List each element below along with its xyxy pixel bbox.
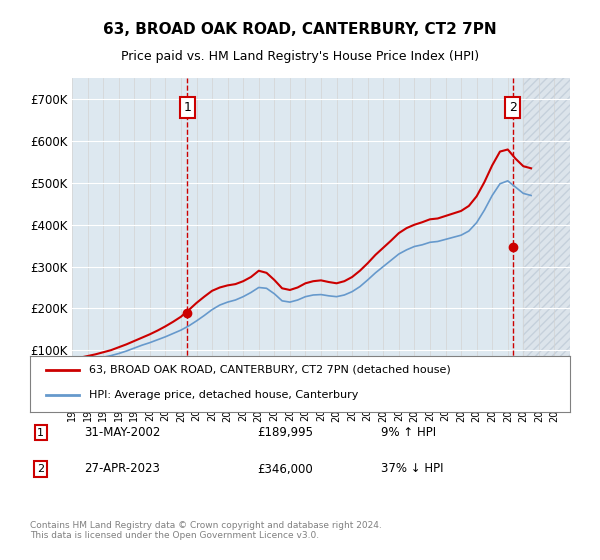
Bar [523, 78, 570, 392]
Text: 9% ↑ HPI: 9% ↑ HPI [381, 426, 436, 439]
Text: Price paid vs. HM Land Registry's House Price Index (HPI): Price paid vs. HM Land Registry's House … [121, 50, 479, 63]
Text: £346,000: £346,000 [257, 463, 313, 475]
Text: 63, BROAD OAK ROAD, CANTERBURY, CT2 7PN (detached house): 63, BROAD OAK ROAD, CANTERBURY, CT2 7PN … [89, 365, 451, 375]
Text: Contains HM Land Registry data © Crown copyright and database right 2024.
This d: Contains HM Land Registry data © Crown c… [30, 521, 382, 540]
Text: 31-MAY-2002: 31-MAY-2002 [84, 426, 160, 439]
Text: £189,995: £189,995 [257, 426, 313, 439]
Bar [523, 78, 570, 392]
Text: 1: 1 [37, 428, 44, 437]
Text: 1: 1 [184, 101, 191, 114]
Text: 27-APR-2023: 27-APR-2023 [84, 463, 160, 475]
Text: 2: 2 [37, 464, 44, 474]
Text: 37% ↓ HPI: 37% ↓ HPI [381, 463, 443, 475]
Text: 2: 2 [509, 101, 517, 114]
Text: HPI: Average price, detached house, Canterbury: HPI: Average price, detached house, Cant… [89, 390, 359, 400]
Bar [523, 78, 570, 392]
Text: 63, BROAD OAK ROAD, CANTERBURY, CT2 7PN: 63, BROAD OAK ROAD, CANTERBURY, CT2 7PN [103, 22, 497, 38]
